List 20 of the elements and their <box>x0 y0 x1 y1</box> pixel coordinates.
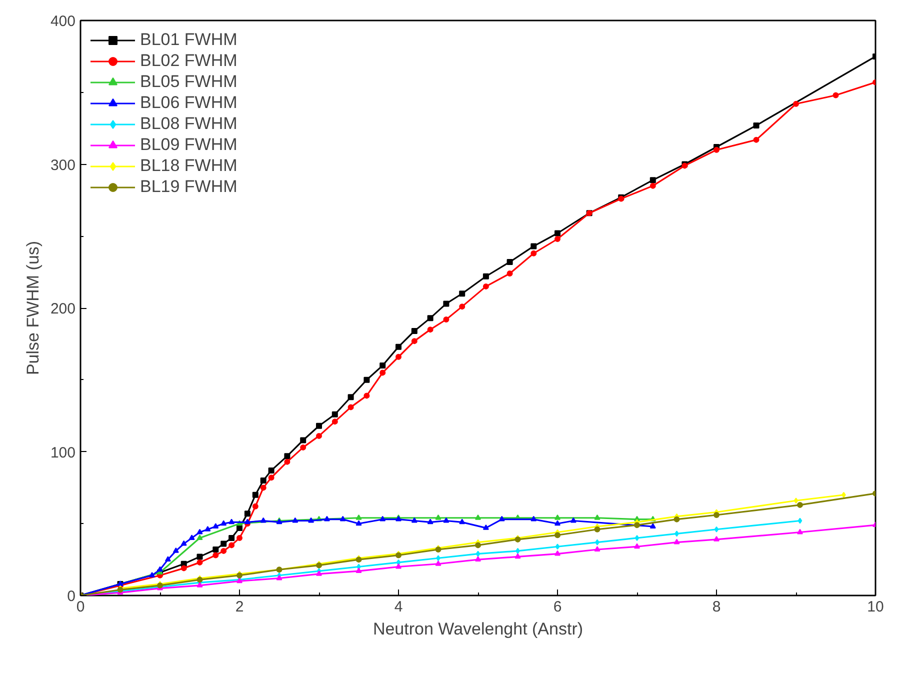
legend-label: BL19 FWHM <box>140 177 238 197</box>
y-tick-label: 400 <box>50 13 76 30</box>
y-tick-label: 200 <box>50 300 76 318</box>
x-tick-label: 10 <box>867 598 884 616</box>
x-tick-label: 6 <box>553 598 562 616</box>
y-tick-label: 0 <box>67 588 76 605</box>
x-tick-label: 2 <box>235 598 244 616</box>
legend-label: BL18 FWHM <box>140 156 238 176</box>
x-tick-label: 8 <box>712 598 721 616</box>
legend-label: BL06 FWHM <box>140 93 238 113</box>
legend-label: BL01 FWHM <box>140 30 238 50</box>
legend-label: BL09 FWHM <box>140 135 238 155</box>
x-tick-label: 4 <box>394 598 403 616</box>
legend-label: BL08 FWHM <box>140 114 238 134</box>
legend-label: BL02 FWHM <box>140 51 238 71</box>
x-axis-title: Neutron Wavelenght (Anstr) <box>372 620 584 638</box>
y-axis-title: Pulse FWHM (us) <box>23 240 42 376</box>
legend-label: BL05 FWHM <box>140 72 238 92</box>
y-tick-label: 300 <box>50 156 76 174</box>
y-tick-label: 100 <box>50 444 76 462</box>
